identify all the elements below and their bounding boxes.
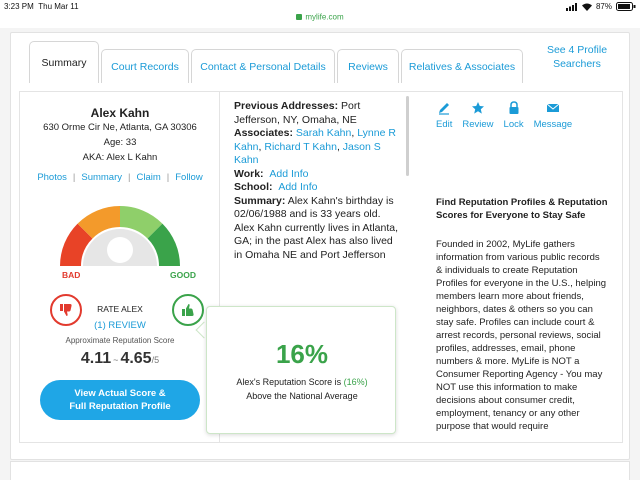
cta-line-1: View Actual Score &: [74, 388, 166, 399]
status-date: Thu Mar 11: [38, 2, 79, 11]
review-label: Review: [462, 119, 494, 130]
separator: |: [166, 172, 170, 183]
associate-link[interactable]: Richard T Kahn: [264, 140, 337, 153]
profile-name: Alex Kahn: [90, 106, 150, 120]
action-bar: Edit Review Lock Message: [436, 100, 572, 130]
info-column: Edit Review Lock Message Find R: [418, 92, 622, 442]
info-body: Founded in 2002, MyLife gathers informat…: [436, 239, 607, 432]
star-icon: [471, 102, 484, 114]
popup-line-1-text: Alex's Reputation Score is: [236, 377, 342, 387]
popup-line-1-percent: (16%): [343, 377, 368, 387]
review-action[interactable]: Review: [462, 100, 494, 130]
score-separator: ~: [113, 355, 119, 365]
view-score-button[interactable]: View Actual Score & Full Reputation Prof…: [40, 380, 200, 420]
tab-contact-personal[interactable]: Contact & Personal Details: [191, 49, 335, 83]
popup-line-1: Alex's Reputation Score is (16%): [207, 377, 397, 387]
avatar-head: [107, 237, 133, 263]
gauge-segment-lightgreen: [120, 206, 163, 239]
lock-label: Lock: [503, 119, 524, 130]
edit-action[interactable]: Edit: [436, 100, 452, 130]
status-time: 3:23 PM: [4, 2, 34, 11]
status-indicators: 87%: [565, 2, 636, 11]
summary-link[interactable]: Summary: [81, 172, 123, 183]
profile-column: Alex Kahn 630 Orme Cir Ne, Atlanta, GA 3…: [20, 92, 220, 442]
details-text: Previous Addresses: Port Jefferson, NY, …: [234, 100, 399, 261]
edit-label: Edit: [436, 119, 453, 130]
url-text: mylife.com: [305, 12, 344, 22]
associate-link[interactable]: Jason S Kahn: [234, 140, 381, 167]
reputation-gauge: [60, 206, 180, 266]
message-label: Message: [533, 119, 573, 130]
tab-court-records[interactable]: Court Records: [101, 49, 189, 83]
summary-text: Alex Kahn's birthday is 02/06/1988 and i…: [234, 194, 399, 261]
see-profile-searchers-link[interactable]: See 4 Profile Searchers: [546, 44, 608, 70]
bad-label: BAD: [62, 270, 81, 280]
profile-address: 630 Orme Cir Ne, Atlanta, GA 30306: [43, 122, 197, 133]
score-low: 4.11: [80, 350, 112, 367]
claim-link[interactable]: Claim: [136, 172, 161, 183]
gauge-segment-red: [60, 223, 93, 266]
thumbs-up-icon: [182, 304, 194, 316]
reputation-percent: 16%: [275, 339, 329, 369]
profile-links: Photos | Summary | Claim | Follow: [20, 172, 220, 183]
tab-summary[interactable]: Summary: [29, 41, 99, 83]
rate-label: RATE ALEX: [97, 304, 143, 314]
summary-panel: Alex Kahn 630 Orme Cir Ne, Atlanta, GA 3…: [19, 91, 623, 443]
lock-icon: [509, 101, 519, 114]
cta-line-2: Full Reputation Profile: [69, 401, 171, 412]
tab-bar: Summary Court Records Contact & Personal…: [29, 41, 525, 83]
separator: |: [72, 172, 76, 183]
details-scrollbar[interactable]: [406, 96, 409, 176]
envelope-icon: [546, 103, 560, 112]
score-high: 4.65: [120, 350, 152, 367]
details-column: Previous Addresses: Port Jefferson, NY, …: [220, 92, 412, 442]
tab-reviews[interactable]: Reviews: [337, 49, 399, 83]
profile-age: Age: 33: [103, 137, 137, 148]
popup-line-2: Above the National Average: [246, 391, 358, 401]
follow-link[interactable]: Follow: [175, 172, 203, 183]
status-bar: 3:23 PM Thu Mar 11 87%: [0, 0, 640, 13]
separator: |: [128, 172, 131, 183]
message-action[interactable]: Message: [533, 100, 573, 130]
profile-aka: AKA: Alex L Kahn: [82, 152, 158, 163]
approx-score-label: Approximate Reputation Score: [65, 336, 175, 345]
battery-percent: 87%: [595, 2, 612, 11]
good-label: GOOD: [170, 270, 196, 280]
associate-link[interactable]: Lynne R Kahn: [234, 127, 396, 153]
school-label: School:: [234, 181, 273, 193]
score-out-of: /5: [151, 355, 160, 365]
photos-link[interactable]: Photos: [37, 172, 67, 183]
secure-lock-icon: [296, 13, 303, 20]
lock-action[interactable]: Lock: [504, 100, 524, 130]
previous-addresses-value: Port Jefferson, NY, Omaha, NE: [234, 100, 361, 126]
associates-label: Associates:: [234, 127, 293, 139]
wifi-icon: [581, 3, 592, 11]
reputation-popup: 16% Alex's Reputation Score is (16%) Abo…: [206, 306, 396, 434]
next-section-card: [10, 461, 630, 480]
work-label: Work:: [234, 167, 264, 180]
review-count-link[interactable]: (1) REVIEW: [94, 320, 146, 331]
associate-link[interactable]: Sarah Kahn: [295, 127, 352, 139]
thumbs-up-button[interactable]: [172, 294, 204, 326]
gauge-segment-green: [147, 223, 180, 266]
signal-icon: [565, 2, 577, 11]
previous-addresses-label: Previous Addresses:: [234, 100, 339, 112]
status-time-date: 3:23 PM Thu Mar 11: [4, 2, 79, 11]
thumbs-down-icon: [60, 304, 72, 316]
battery-icon: [616, 2, 636, 11]
pencil-icon: [439, 103, 450, 115]
work-add-info-link[interactable]: Add Info: [269, 167, 309, 180]
tab-relatives-associates[interactable]: Relatives & Associates: [401, 49, 523, 83]
gauge-segment-orange: [77, 206, 120, 239]
summary-label: Summary:: [234, 194, 286, 207]
reputation-score: 4.11 ~4.65/5: [20, 350, 220, 368]
address-bar[interactable]: mylife.com: [0, 12, 640, 26]
thumbs-down-button[interactable]: [50, 294, 82, 326]
info-title: Find Reputation Profiles & Reputation Sc…: [436, 197, 608, 221]
school-add-info-link[interactable]: Add Info: [278, 181, 318, 193]
